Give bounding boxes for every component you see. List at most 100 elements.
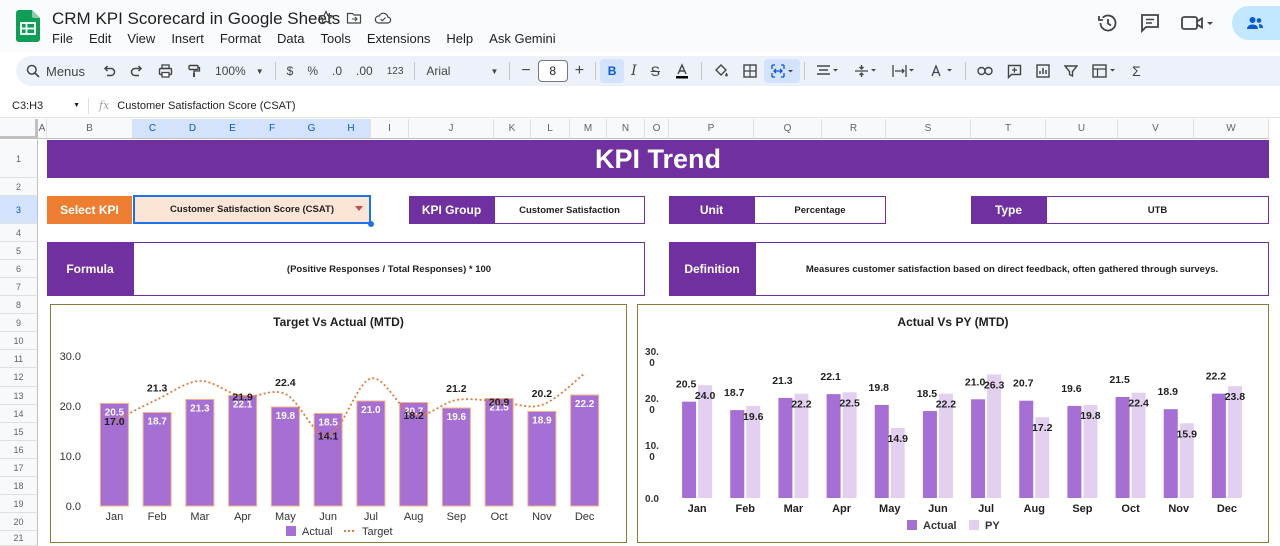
row-header-12[interactable]: 12 — [0, 368, 38, 387]
column-header-l[interactable]: L — [531, 119, 570, 139]
column-header-e[interactable]: E — [213, 119, 253, 139]
redo-icon[interactable] — [123, 56, 151, 86]
text-wrapping-icon[interactable] — [885, 56, 923, 86]
row-header-18[interactable]: 18 — [0, 477, 38, 495]
row-header-14[interactable]: 14 — [0, 405, 38, 423]
text-rotation-icon[interactable] — [923, 56, 961, 86]
column-header-f[interactable]: F — [253, 119, 292, 139]
strikethrough-icon[interactable]: S — [650, 63, 660, 79]
row-header-2[interactable]: 2 — [0, 178, 38, 196]
select-all-corner[interactable] — [0, 119, 38, 139]
name-box[interactable]: C3:H3 ▼ — [0, 100, 88, 112]
formula-input[interactable]: Customer Satisfaction Score (CSAT) — [117, 99, 296, 112]
menu-format[interactable]: Format — [219, 31, 261, 46]
filter-views-icon[interactable] — [1085, 56, 1125, 86]
column-header-p[interactable]: P — [669, 119, 754, 139]
column-header-k[interactable]: K — [494, 119, 531, 139]
select-kpi-dropdown[interactable]: Customer Satisfaction Score (CSAT) — [133, 195, 371, 224]
column-header-t[interactable]: T — [971, 119, 1046, 139]
horizontal-align-icon[interactable] — [809, 56, 847, 86]
insert-comment-icon[interactable] — [1000, 56, 1029, 86]
menu-edit[interactable]: Edit — [88, 31, 112, 46]
row-header-11[interactable]: 11 — [0, 350, 38, 368]
menu-data[interactable]: Data — [277, 31, 305, 46]
row-header-21[interactable]: 21 — [0, 531, 38, 546]
row-header-3[interactable]: 3 — [0, 196, 38, 224]
italic-icon[interactable]: I — [631, 63, 637, 79]
menu-tools[interactable]: Tools — [320, 31, 351, 46]
increase-decimal-button[interactable]: .00 — [356, 64, 373, 78]
menu-insert[interactable]: Insert — [171, 31, 204, 46]
row-header-8[interactable]: 8 — [0, 296, 38, 314]
fill-handle[interactable] — [368, 221, 374, 227]
dropdown-caret-icon[interactable] — [355, 206, 363, 211]
column-header-b[interactable]: B — [47, 119, 133, 139]
column-header-h[interactable]: H — [332, 119, 371, 139]
column-header-c[interactable]: C — [133, 119, 173, 139]
print-icon[interactable] — [151, 56, 180, 86]
row-header-9[interactable]: 9 — [0, 314, 38, 332]
row-header-20[interactable]: 20 — [0, 513, 38, 531]
menus-search[interactable]: Menus — [16, 64, 95, 79]
row-header-13[interactable]: 13 — [0, 387, 38, 405]
row-header-10[interactable]: 10 — [0, 332, 38, 350]
font-size-input[interactable]: 8 — [537, 60, 568, 82]
decrease-decimal-button[interactable]: .0 — [332, 64, 343, 78]
filter-icon[interactable] — [1057, 56, 1085, 86]
row-header-1[interactable]: 1 — [0, 140, 38, 178]
row-header-7[interactable]: 7 — [0, 278, 38, 296]
merge-cells-icon[interactable] — [763, 59, 800, 83]
column-header-i[interactable]: I — [371, 119, 409, 139]
version-history-icon[interactable] — [1096, 11, 1120, 35]
zoom-select[interactable]: 100% ▼ — [208, 56, 271, 86]
borders-icon[interactable] — [736, 56, 764, 86]
column-header-q[interactable]: Q — [754, 119, 822, 139]
fill-color-icon[interactable] — [706, 56, 736, 86]
menu-help[interactable]: Help — [446, 31, 474, 46]
column-header-r[interactable]: R — [822, 119, 886, 139]
decrease-font-size-button[interactable]: − — [521, 62, 531, 79]
column-header-o[interactable]: O — [645, 119, 669, 139]
undo-icon[interactable] — [95, 56, 123, 86]
paint-format-icon[interactable] — [180, 56, 208, 86]
comments-icon[interactable] — [1138, 11, 1162, 35]
actual-vs-py-chart[interactable]: Actual Vs PY (MTD) 0.0 10. 0 20. 0 30. 0 20.5 18… — [637, 304, 1269, 543]
column-header-a[interactable]: A — [38, 119, 47, 139]
text-color-icon[interactable] — [667, 56, 697, 86]
target-vs-actual-chart[interactable]: Target Vs Actual (MTD) 0.0 10.0 20.0 30.0 20… — [50, 304, 627, 543]
column-header-j[interactable]: J — [409, 119, 494, 139]
increase-font-size-button[interactable]: + — [574, 62, 585, 79]
meet-video-icon[interactable] — [1180, 11, 1214, 35]
insert-link-icon[interactable] — [970, 56, 1000, 86]
insert-chart-icon[interactable] — [1029, 56, 1057, 86]
row-header-19[interactable]: 19 — [0, 495, 38, 513]
sheets-logo-icon[interactable] — [16, 10, 40, 42]
menu-extensions[interactable]: Extensions — [366, 31, 431, 46]
currency-format-button[interactable]: $ — [286, 64, 294, 78]
column-header-g[interactable]: G — [292, 119, 332, 139]
cloud-status-icon[interactable] — [374, 10, 392, 26]
percent-format-button[interactable]: % — [307, 64, 319, 78]
number-format-button[interactable]: 123 — [386, 65, 404, 77]
column-header-u[interactable]: U — [1046, 119, 1118, 139]
menu-view[interactable]: View — [127, 31, 156, 46]
row-header-4[interactable]: 4 — [0, 224, 38, 242]
row-header-5[interactable]: 5 — [0, 242, 38, 260]
vertical-align-icon[interactable] — [847, 56, 885, 86]
functions-icon[interactable]: Σ — [1131, 63, 1141, 79]
share-button[interactable] — [1232, 6, 1280, 40]
row-header-16[interactable]: 16 — [0, 441, 38, 459]
document-title[interactable]: CRM KPI Scorecard in Google Sheets — [52, 9, 341, 28]
menu-file[interactable]: File — [52, 31, 73, 46]
font-select[interactable]: Arial ▼ — [419, 56, 505, 86]
bold-button[interactable]: B — [600, 59, 625, 83]
row-header-15[interactable]: 15 — [0, 423, 38, 441]
column-header-v[interactable]: V — [1118, 119, 1194, 139]
column-header-w[interactable]: W — [1194, 119, 1269, 139]
menu-ask-gemini[interactable]: Ask Gemini — [489, 31, 556, 46]
column-header-d[interactable]: D — [173, 119, 213, 139]
row-header-6[interactable]: 6 — [0, 260, 38, 278]
row-header-17[interactable]: 17 — [0, 459, 38, 477]
star-icon[interactable] — [318, 10, 334, 26]
column-header-m[interactable]: M — [570, 119, 607, 139]
